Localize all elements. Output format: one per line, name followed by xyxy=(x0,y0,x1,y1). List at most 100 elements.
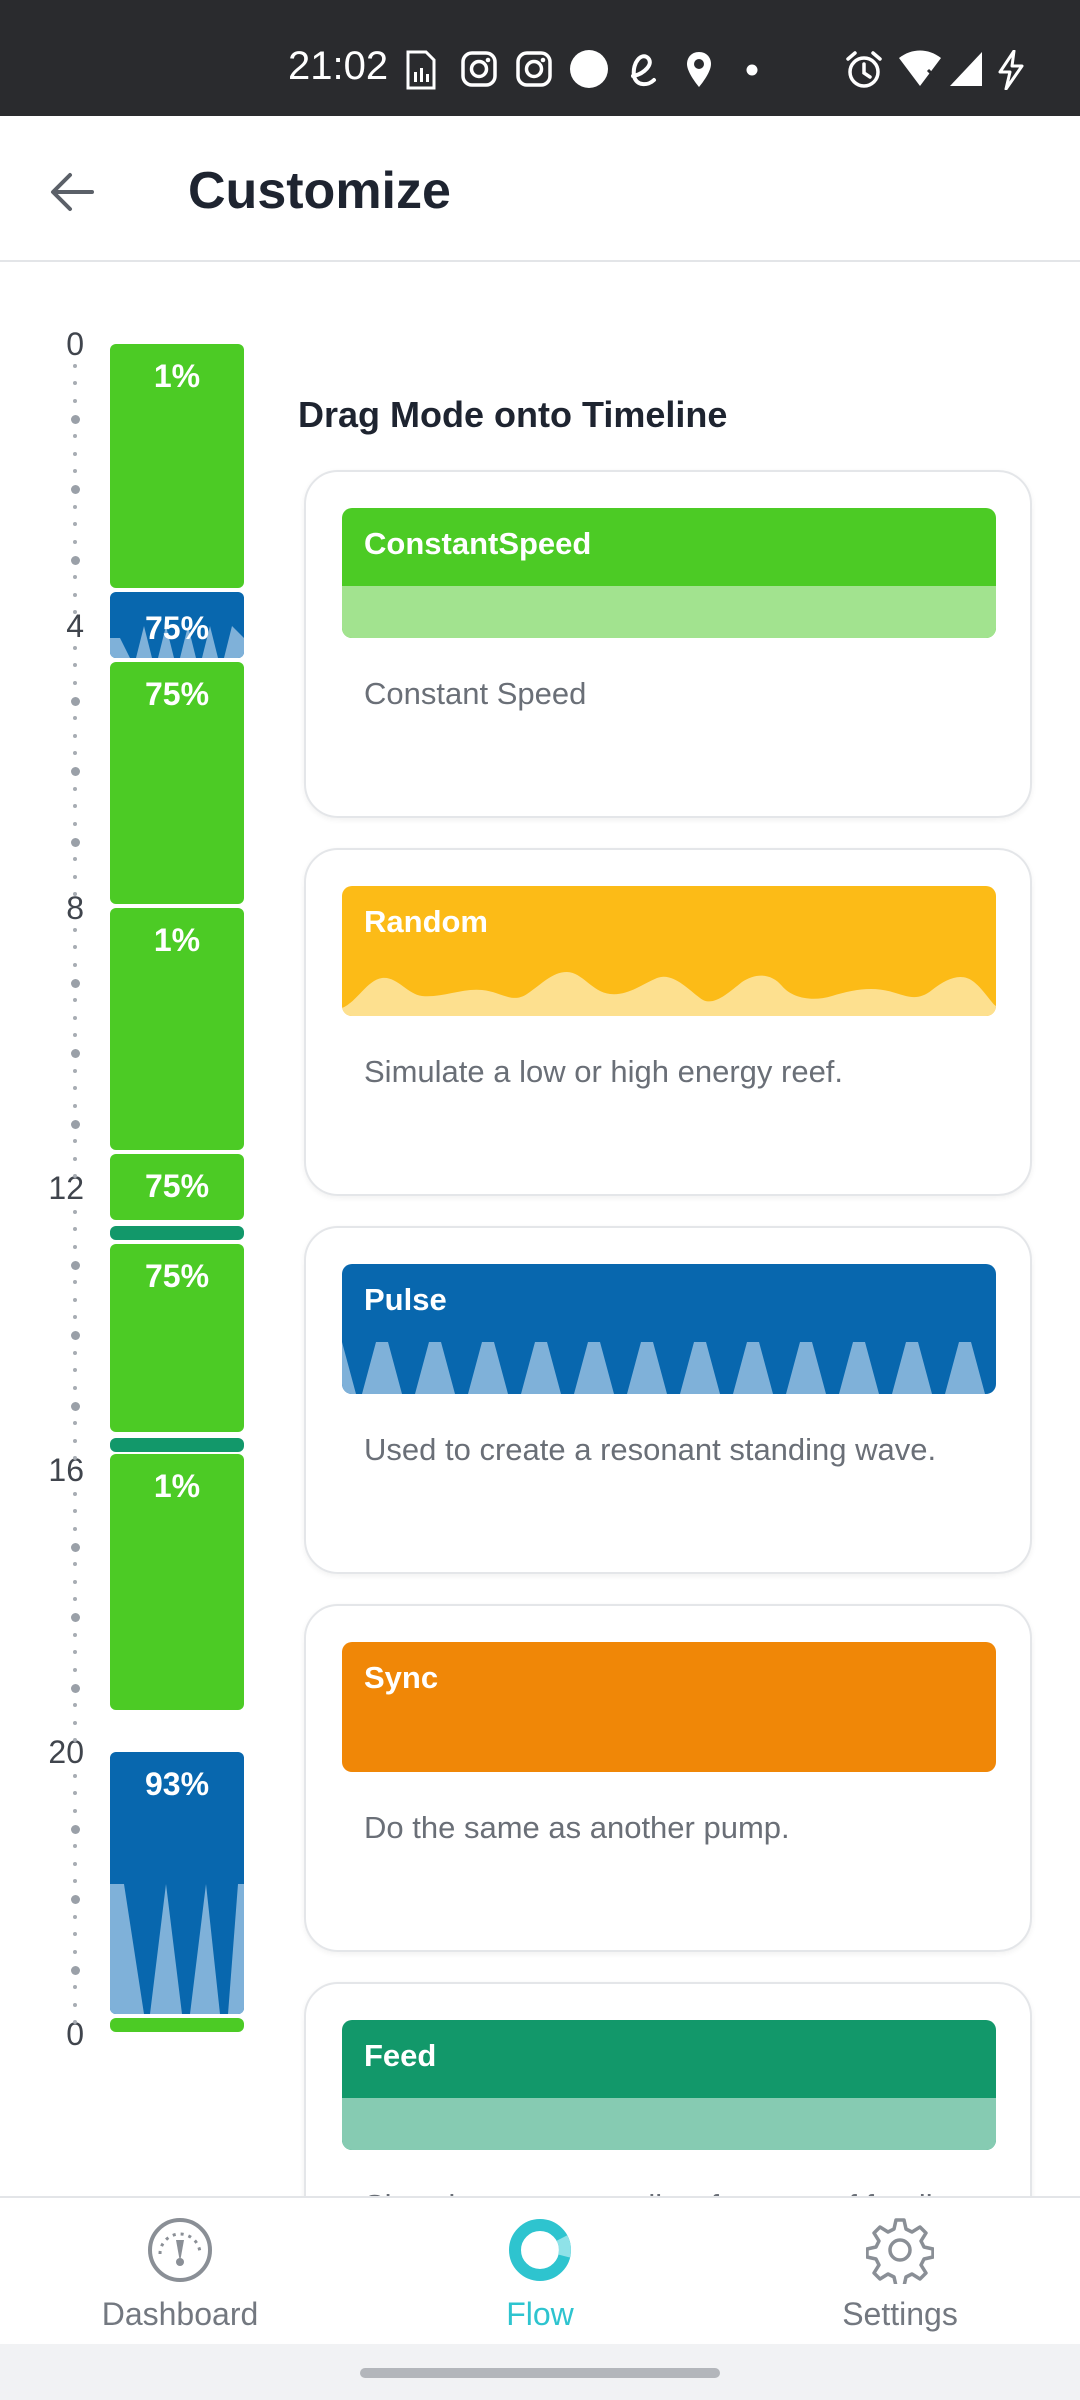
timeline-hour-tick xyxy=(71,837,80,847)
timeline-hour-tick xyxy=(71,1683,80,1693)
timeline-tick xyxy=(73,874,77,879)
timeline-segment-feed[interactable] xyxy=(110,1226,244,1240)
timeline-hour-tick xyxy=(71,1613,80,1622)
timeline-hour-tick xyxy=(71,1119,80,1129)
feed-wave-graphic xyxy=(342,2098,996,2150)
arrow-left-icon xyxy=(51,173,94,211)
timeline-segment-constantspeed[interactable]: 1% xyxy=(110,908,244,1150)
timeline-tick xyxy=(73,1650,77,1655)
timeline-tick xyxy=(73,1773,77,1778)
timeline-tick xyxy=(73,1033,77,1038)
timeline-tick xyxy=(73,2020,77,2025)
timeline-hour-label: 20 xyxy=(48,1734,84,1770)
charging-bolt-icon xyxy=(998,50,1024,90)
timeline-hour-tick xyxy=(71,555,80,565)
timeline-tick xyxy=(73,1509,77,1514)
segment-percent-label: 75% xyxy=(144,610,210,646)
mode-banner: ConstantSpeed xyxy=(342,508,996,638)
timeline-tick xyxy=(73,1456,77,1461)
timeline-hour-tick xyxy=(71,1260,80,1270)
mode-card-pulse[interactable]: Pulse Used to create a resonant standing… xyxy=(304,1226,1032,1574)
mode-description: Simulate a low or high energy reef. xyxy=(364,1054,844,1089)
timeline-segment-constantspeed[interactable] xyxy=(110,2018,244,2032)
pulse-wave-graphic xyxy=(110,626,244,658)
timeline-tick xyxy=(73,1209,77,1214)
e-app-icon xyxy=(631,54,656,87)
segment-percent-label: 75% xyxy=(144,1258,210,1294)
mode-card-constantspeed[interactable]: ConstantSpeed Constant Speed xyxy=(304,470,1032,818)
timeline-tick xyxy=(73,1791,77,1796)
timeline-tick xyxy=(73,1385,77,1390)
timeline-tick xyxy=(73,1579,77,1584)
location-icon xyxy=(687,52,711,87)
timeline-segment-constantspeed[interactable]: 75% xyxy=(110,1244,244,1432)
status-bar: 21:02 xyxy=(0,0,1080,116)
status-time: 21:02 xyxy=(288,44,389,88)
timeline-tick xyxy=(73,1315,77,1320)
timeline-tick xyxy=(73,1280,77,1285)
mode-description: Used to create a resonant standing wave. xyxy=(364,1432,937,1467)
segment-percent-label: 1% xyxy=(153,922,201,958)
mode-description: Slow the current to allow for ease of fe… xyxy=(364,2188,976,2196)
timeline-tick xyxy=(73,733,77,738)
timeline-tick xyxy=(73,1438,77,1443)
timeline-tick xyxy=(73,1720,77,1725)
timeline-hour-label: 0 xyxy=(66,2016,84,2052)
sim-card-icon xyxy=(406,50,436,90)
mode-name: Feed xyxy=(364,2038,437,2073)
back-button[interactable] xyxy=(36,156,108,228)
nav-settings[interactable]: Settings xyxy=(720,2198,1080,2346)
more-notifications-icon xyxy=(746,64,758,76)
timeline-segment-constantspeed[interactable]: 1% xyxy=(110,344,244,588)
home-gesture-bar[interactable] xyxy=(360,2368,720,2378)
timeline-tick xyxy=(73,1914,77,1919)
random-wave-graphic xyxy=(342,972,996,1016)
nav-label: Dashboard xyxy=(101,2296,259,2332)
segment-percent-label: 75% xyxy=(144,1168,210,1204)
timeline-tick xyxy=(73,786,77,791)
timeline-hour-tick xyxy=(71,767,80,776)
timeline-tick xyxy=(73,1086,77,1091)
nav-flow[interactable]: Flow xyxy=(360,2198,720,2346)
timeline-tick xyxy=(73,610,77,615)
timeline-segment-pulse[interactable]: 93% xyxy=(110,1752,244,2014)
timeline-tick xyxy=(73,592,77,597)
timeline-tick xyxy=(73,1861,77,1866)
timeline-tick xyxy=(73,1139,77,1144)
segment-percent-label: 1% xyxy=(153,1468,201,1504)
page-title: Customize xyxy=(188,162,451,220)
timeline-tick xyxy=(73,1738,77,1743)
timeline-tick xyxy=(73,1844,77,1849)
timeline-segment-constantspeed[interactable]: 75% xyxy=(110,662,244,904)
timeline-segment-feed[interactable] xyxy=(110,1438,244,1452)
nav-dashboard[interactable]: Dashboard xyxy=(0,2198,360,2346)
timeline-segment-constantspeed[interactable]: 75% xyxy=(110,1154,244,1220)
timeline-tick xyxy=(73,1227,77,1232)
timeline-tick xyxy=(73,821,77,826)
timeline-tick xyxy=(73,857,77,862)
timeline-tick xyxy=(73,1103,77,1108)
mode-card-feed[interactable]: Feed Slow the current to allow for ease … xyxy=(304,1982,1032,2196)
mode-description: Do the same as another pump. xyxy=(364,1810,790,1845)
timeline-tick xyxy=(73,663,77,668)
timeline-segment-pulse[interactable]: 75% xyxy=(110,592,244,658)
timeline-tick xyxy=(73,1174,77,1179)
nav-label: Settings xyxy=(842,2296,958,2332)
timeline-segment-constantspeed[interactable]: 1% xyxy=(110,1454,244,1710)
segment-percent-label: 1% xyxy=(153,358,201,394)
mode-card-sync[interactable]: Sync Do the same as another pump. xyxy=(304,1604,1032,1952)
timeline-tick xyxy=(73,469,77,474)
timeline-tick xyxy=(73,751,77,756)
timeline-tick xyxy=(73,1297,77,1302)
timeline-tick xyxy=(73,998,77,1003)
timeline-tick xyxy=(73,434,77,439)
timeline-tick xyxy=(73,1156,77,1161)
constant-wave-graphic xyxy=(342,586,996,638)
timeline-tick xyxy=(73,1015,77,1020)
timeline-tick xyxy=(73,1985,77,1990)
timeline-hour-tick xyxy=(71,485,80,494)
mode-card-random[interactable]: Random Simulate a low or high energy ree… xyxy=(304,848,1032,1196)
ring-icon xyxy=(509,2219,571,2281)
timeline-tick xyxy=(73,1808,77,1813)
timeline-tick xyxy=(73,1244,77,1249)
